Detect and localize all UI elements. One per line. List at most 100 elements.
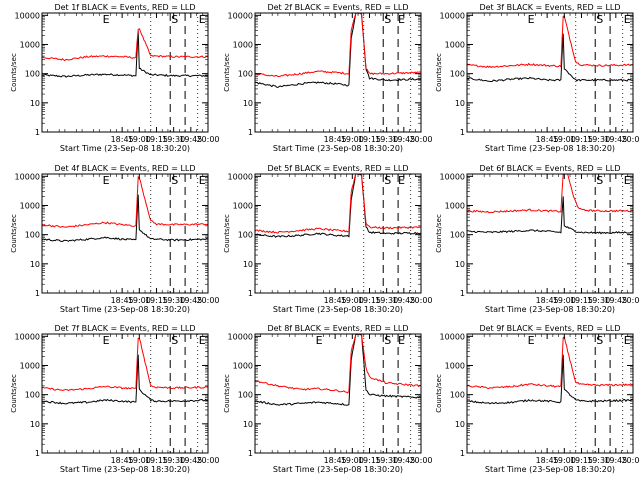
panel-det-5: Det 5f BLACK = Events, RED = LLD 1 10 100 10… xyxy=(223,164,433,314)
x-axis-label: Start Time (23-Sep-08 18:30:20) xyxy=(485,465,615,474)
y-tick-label: 1 xyxy=(460,128,465,137)
x-tick-label: 19:30 xyxy=(587,456,610,465)
x-tick-label: 19:45 xyxy=(604,296,627,305)
panel-det-6: Det 6f BLACK = Events, RED = LLD 1 10 100 10… xyxy=(435,164,640,314)
interval-marker-label: E xyxy=(624,334,631,347)
y-tick-label: 10000 xyxy=(440,172,465,181)
interval-marker-label: E xyxy=(199,174,206,187)
y-tick-label: 1 xyxy=(460,289,465,298)
plot-frame xyxy=(466,173,634,294)
x-tick-label: 19:45 xyxy=(392,456,415,465)
y-tick-label: 1 xyxy=(248,289,253,298)
y-tick-label: 10 xyxy=(455,99,465,108)
x-tick-label: 19:00 xyxy=(128,296,151,305)
x-tick-label: 19:45 xyxy=(179,135,202,144)
x-tick-label: 18:45 xyxy=(324,296,347,305)
events-series-line xyxy=(255,174,421,238)
lld-series-line xyxy=(467,335,633,390)
x-tick-label: 18:45 xyxy=(111,456,134,465)
lld-series-line xyxy=(255,13,421,77)
chart-title: Det 2f BLACK = Events, RED = LLD xyxy=(267,3,408,12)
interval-marker-label: S xyxy=(171,334,178,347)
y-tick-label: 10000 xyxy=(440,11,465,20)
x-axis-label: Start Time (23-Sep-08 18:30:20) xyxy=(273,465,403,474)
interval-marker-label: S xyxy=(596,334,603,347)
plot-frame xyxy=(254,12,422,133)
y-tick-label: 100 xyxy=(450,231,465,240)
y-tick-label: 10 xyxy=(30,260,40,269)
x-tick-label: 19:45 xyxy=(179,296,202,305)
y-tick-label: 10 xyxy=(455,420,465,429)
x-tick-label: 19:45 xyxy=(179,456,202,465)
interval-marker-label: E xyxy=(624,13,631,26)
y-tick-label: 1 xyxy=(248,128,253,137)
events-series-line xyxy=(255,334,421,406)
x-axis-label: Start Time (23-Sep-08 18:30:20) xyxy=(60,144,190,153)
x-tick-label: 19:45 xyxy=(604,135,627,144)
x-tick-label: 19:00 xyxy=(553,296,576,305)
x-tick-label: 20:00 xyxy=(621,296,640,305)
lld-series-line xyxy=(42,28,208,62)
y-tick-label: 100 xyxy=(238,70,253,79)
panel-det-1: Det 1f BLACK = Events, RED = LLD 1 10 100 10… xyxy=(10,3,220,153)
interval-marker-label: E xyxy=(103,174,110,187)
x-tick-label: 19:15 xyxy=(145,456,168,465)
x-tick-label: 19:00 xyxy=(128,456,151,465)
x-tick-label: 19:15 xyxy=(358,296,381,305)
events-series-line xyxy=(42,194,208,243)
chart-title: Det 3f BLACK = Events, RED = LLD xyxy=(479,3,620,12)
x-tick-label: 19:15 xyxy=(145,296,168,305)
x-tick-label: 18:45 xyxy=(324,456,347,465)
y-tick-label: 10 xyxy=(30,99,40,108)
y-axis-label: Counts/sec xyxy=(223,214,231,253)
lld-series-line xyxy=(255,174,421,234)
interval-marker-label: S xyxy=(171,13,178,26)
x-tick-label: 18:45 xyxy=(536,135,559,144)
x-tick-label: 19:30 xyxy=(375,296,398,305)
x-tick-label: 20:00 xyxy=(196,296,219,305)
interval-marker-label: S xyxy=(384,13,391,26)
y-axis-label: Counts/sec xyxy=(435,214,443,253)
y-tick-label: 1 xyxy=(35,289,40,298)
chart-title: Det 9f BLACK = Events, RED = LLD xyxy=(479,324,620,333)
y-tick-label: 1000 xyxy=(445,361,465,370)
interval-marker-label: E xyxy=(316,334,323,347)
panel-det-2: Det 2f BLACK = Events, RED = LLD 1 10 100 10… xyxy=(223,3,433,153)
x-tick-label: 20:00 xyxy=(621,135,640,144)
x-tick-label: 19:45 xyxy=(392,296,415,305)
interval-marker-label: S xyxy=(171,174,178,187)
lld-series-line xyxy=(467,15,633,69)
events-series-line xyxy=(467,196,633,235)
x-tick-label: 18:45 xyxy=(324,135,347,144)
x-tick-label: 20:00 xyxy=(196,135,219,144)
x-tick-label: 19:30 xyxy=(162,296,185,305)
panel-det-7: Det 7f BLACK = Events, RED = LLD 1 10 100 10… xyxy=(10,324,220,474)
interval-marker-label: E xyxy=(398,334,405,347)
y-tick-label: 1000 xyxy=(233,361,253,370)
x-tick-label: 19:00 xyxy=(553,135,576,144)
x-tick-label: 18:45 xyxy=(536,456,559,465)
interval-marker-label: E xyxy=(398,174,405,187)
plot-frame xyxy=(41,12,209,133)
y-axis-label: Counts/sec xyxy=(10,53,18,92)
x-axis-label: Start Time (23-Sep-08 18:30:20) xyxy=(60,465,190,474)
y-axis-label: Counts/sec xyxy=(223,374,231,413)
panel-det-4: Det 4f BLACK = Events, RED = LLD 1 10 100 10… xyxy=(10,164,220,314)
y-tick-label: 100 xyxy=(25,391,40,400)
x-tick-label: 20:00 xyxy=(196,456,219,465)
y-tick-label: 10000 xyxy=(228,11,253,20)
x-tick-label: 20:00 xyxy=(621,456,640,465)
events-series-line xyxy=(467,354,633,405)
x-tick-label: 18:45 xyxy=(536,296,559,305)
x-axis-label: Start Time (23-Sep-08 18:30:20) xyxy=(273,305,403,314)
interval-marker-label: E xyxy=(199,334,206,347)
x-tick-label: 19:00 xyxy=(128,135,151,144)
y-tick-label: 1000 xyxy=(20,361,40,370)
y-tick-label: 10000 xyxy=(15,172,40,181)
lld-series-line xyxy=(467,174,633,214)
plot-frame xyxy=(254,333,422,454)
y-axis-label: Counts/sec xyxy=(223,53,231,92)
chart-title: Det 8f BLACK = Events, RED = LLD xyxy=(267,324,408,333)
panel-det-8: Det 8f BLACK = Events, RED = LLD 1 10 100 10… xyxy=(223,324,433,474)
